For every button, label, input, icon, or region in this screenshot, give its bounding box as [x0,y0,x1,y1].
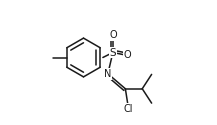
Text: O: O [109,30,117,40]
Text: O: O [124,50,132,60]
Text: Cl: Cl [124,104,133,114]
Text: N: N [104,69,112,79]
Text: S: S [110,48,116,58]
